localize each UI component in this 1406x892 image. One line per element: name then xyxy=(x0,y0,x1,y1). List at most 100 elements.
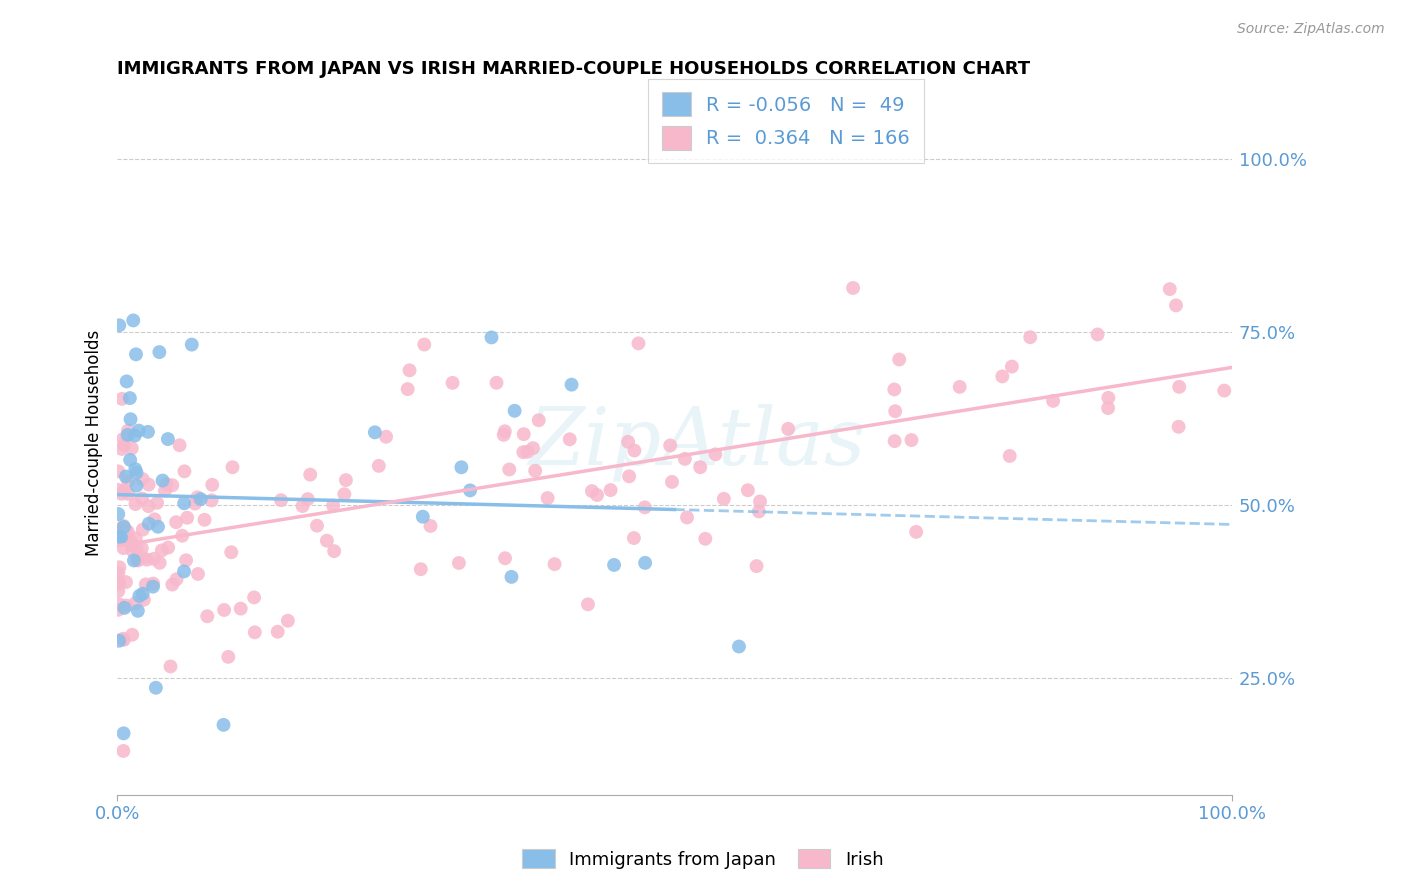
Point xyxy=(120,453,142,467)
Point xyxy=(107,464,129,478)
Point xyxy=(586,488,609,502)
Point xyxy=(149,556,172,570)
Point xyxy=(212,718,235,732)
Point xyxy=(108,318,131,333)
Point xyxy=(148,345,170,359)
Point xyxy=(107,483,129,497)
Point xyxy=(201,493,224,508)
Point xyxy=(676,510,699,524)
Point xyxy=(413,337,436,351)
Point xyxy=(132,592,155,607)
Point xyxy=(143,512,166,526)
Point xyxy=(1001,359,1024,374)
Point xyxy=(176,510,198,524)
Point xyxy=(112,726,135,740)
Point xyxy=(617,469,640,483)
Point xyxy=(778,422,800,436)
Point xyxy=(492,428,515,442)
Point xyxy=(187,566,209,581)
Point xyxy=(135,577,157,591)
Point xyxy=(120,412,142,426)
Point xyxy=(748,504,770,518)
Point xyxy=(883,383,905,397)
Point xyxy=(108,577,131,591)
Point xyxy=(1164,298,1187,312)
Point xyxy=(243,591,266,605)
Point xyxy=(153,483,176,498)
Point xyxy=(114,483,136,497)
Point xyxy=(315,533,337,548)
Point xyxy=(152,474,174,488)
Point xyxy=(138,499,160,513)
Point xyxy=(243,625,266,640)
Point xyxy=(117,424,139,438)
Point xyxy=(299,467,322,482)
Point xyxy=(156,432,179,446)
Text: Source: ZipAtlas.com: Source: ZipAtlas.com xyxy=(1237,22,1385,37)
Point xyxy=(450,460,472,475)
Point xyxy=(142,580,165,594)
Point xyxy=(412,509,434,524)
Point xyxy=(447,556,470,570)
Point xyxy=(842,281,865,295)
Legend: R = -0.056   N =  49, R =  0.364   N = 166: R = -0.056 N = 49, R = 0.364 N = 166 xyxy=(648,78,924,163)
Point xyxy=(121,628,143,642)
Point xyxy=(375,430,398,444)
Point xyxy=(1168,380,1191,394)
Point xyxy=(201,478,224,492)
Point xyxy=(695,532,717,546)
Point xyxy=(212,603,235,617)
Point xyxy=(522,441,544,455)
Point xyxy=(1167,419,1189,434)
Point xyxy=(536,491,558,505)
Point xyxy=(117,524,139,539)
Point xyxy=(737,483,759,498)
Point xyxy=(1159,282,1181,296)
Point xyxy=(335,473,357,487)
Point xyxy=(117,474,139,488)
Point xyxy=(115,575,138,590)
Point xyxy=(172,529,194,543)
Text: ZipAtlas: ZipAtlas xyxy=(529,404,865,482)
Point xyxy=(122,538,145,552)
Point xyxy=(184,497,207,511)
Point xyxy=(121,543,143,558)
Point xyxy=(132,523,155,537)
Point xyxy=(623,531,645,545)
Point xyxy=(297,492,319,507)
Point xyxy=(142,551,165,566)
Point xyxy=(634,500,657,515)
Point xyxy=(599,483,621,497)
Point xyxy=(125,478,148,492)
Point xyxy=(576,598,599,612)
Point xyxy=(111,442,134,456)
Point xyxy=(131,472,153,486)
Point xyxy=(111,523,134,537)
Point xyxy=(107,584,129,599)
Point xyxy=(131,541,153,556)
Point xyxy=(108,598,131,612)
Point xyxy=(107,574,129,588)
Point xyxy=(124,428,146,442)
Point xyxy=(219,545,242,559)
Point xyxy=(689,460,711,475)
Point xyxy=(115,375,138,389)
Point xyxy=(481,330,503,344)
Point xyxy=(107,526,129,541)
Point xyxy=(112,632,135,646)
Point xyxy=(108,560,131,574)
Point xyxy=(124,497,146,511)
Point xyxy=(107,566,129,581)
Point xyxy=(512,427,534,442)
Point xyxy=(661,475,683,489)
Point xyxy=(128,589,150,603)
Point xyxy=(1213,384,1236,398)
Point xyxy=(112,432,135,446)
Point xyxy=(127,604,149,618)
Point xyxy=(112,744,135,758)
Point xyxy=(485,376,508,390)
Point xyxy=(581,484,603,499)
Point xyxy=(159,659,181,673)
Point xyxy=(108,633,131,648)
Point xyxy=(333,487,356,501)
